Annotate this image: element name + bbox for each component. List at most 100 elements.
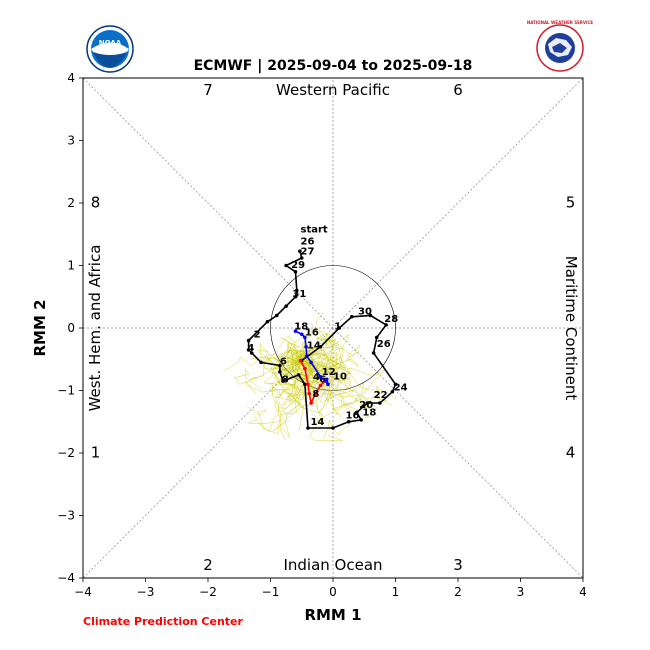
observed-point: [265, 319, 270, 324]
forecast-week2-label: 14: [307, 341, 321, 352]
observed-label: 2: [254, 329, 261, 340]
forecast-week2-point: [299, 332, 304, 337]
observed-point: [293, 294, 298, 299]
observed-label: 28: [384, 314, 398, 325]
observed-point: [281, 379, 285, 383]
observed-point: [349, 314, 354, 319]
ensemble-member-line: [278, 359, 317, 397]
observed-label: 24: [394, 383, 408, 394]
observed-point: [365, 401, 370, 405]
observed-point: [359, 418, 363, 422]
observed-point: [249, 351, 254, 355]
observed-point: [278, 369, 282, 374]
phase-label: 1: [91, 444, 101, 462]
observed-point: [278, 363, 282, 368]
observed-label: 26: [377, 339, 391, 350]
forecast-week2-label: 16: [305, 328, 319, 339]
y-tick-label: −3: [57, 509, 75, 523]
forecast-week1-point: [303, 366, 307, 371]
ensemble-member-line: [271, 361, 372, 413]
observed-point: [299, 256, 304, 260]
observed-label: 14: [311, 417, 325, 428]
observed-label: 8: [282, 374, 289, 385]
ensemble-member-line: [285, 356, 387, 407]
x-tick-label: 3: [517, 585, 525, 599]
ensemble-member-line: [297, 356, 361, 406]
forecast-week2-point: [303, 335, 307, 340]
forecast-week2-point: [318, 374, 323, 379]
observed-label: 18: [362, 408, 376, 419]
x-tick-label: −1: [262, 585, 280, 599]
phase-label: 8: [91, 194, 101, 212]
forecast-week2-point: [304, 354, 309, 358]
x-tick-label: 2: [454, 585, 462, 599]
observed-point: [259, 360, 263, 365]
forecast-week1-point: [307, 391, 312, 396]
x-tick-label: 1: [392, 585, 400, 599]
forecast-week1-point: [306, 382, 310, 387]
ensemble-member-line: [253, 348, 299, 378]
observed-point: [284, 304, 288, 308]
observed-point: [378, 401, 382, 405]
region-label-bottom: Indian Ocean: [283, 556, 382, 574]
observed-label: 4: [247, 343, 254, 354]
observed-point: [293, 269, 298, 274]
ensemble-member-line: [305, 357, 368, 402]
observed-point: [294, 288, 299, 293]
unit-circle: [270, 265, 396, 391]
observed-point: [284, 263, 288, 268]
y-tick-label: −2: [57, 446, 75, 460]
forecast-week1-label: 4: [313, 372, 320, 383]
observed-point: [296, 373, 301, 377]
region-label-left: West. Hem. and Africa: [86, 245, 104, 412]
ensemble-member-line: [287, 322, 334, 373]
y-tick-label: 4: [67, 71, 75, 85]
y-tick-label: 2: [67, 196, 75, 210]
region-label-right: Maritime Continent: [562, 256, 580, 401]
ensemble-member-line: [287, 329, 335, 370]
observed-point: [331, 426, 335, 430]
forecast-week1-point: [309, 401, 313, 405]
observed-line: [247, 250, 397, 429]
ensemble-member-line: [265, 312, 324, 374]
x-axis-label: RMM 1: [304, 606, 361, 624]
phase-label: 6: [453, 81, 463, 99]
ensemble-member-line: [304, 357, 348, 415]
observed-label: 20: [359, 400, 373, 411]
phase-label: 4: [566, 444, 576, 462]
y-axis-label: RMM 2: [31, 299, 49, 356]
observed-label: 6: [280, 356, 287, 367]
noaa-logo: NOAA: [86, 25, 134, 73]
observed-point: [303, 382, 307, 387]
observed-label: 26: [301, 236, 315, 247]
ensemble-member-line: [223, 356, 301, 372]
ensemble-member-line: [301, 351, 354, 395]
ensemble-member-line: [300, 333, 361, 367]
observed-label: 31: [292, 289, 306, 300]
ensemble-members: [223, 312, 397, 441]
observed-point: [384, 323, 388, 327]
x-tick-label: −3: [137, 585, 155, 599]
observed-point: [246, 348, 251, 352]
nws-logo-text: NATIONAL WEATHER SERVICE: [527, 20, 594, 25]
nws-logo: NATIONAL WEATHER SERVICE: [527, 20, 594, 72]
observed-point: [346, 419, 351, 424]
forecast-week1-point: [313, 391, 318, 396]
observed-point: [318, 344, 323, 349]
ensemble-member-line: [298, 359, 342, 390]
y-tick-label: 1: [67, 259, 75, 273]
region-label-top: Western Pacific: [276, 81, 390, 99]
observed-point: [368, 313, 373, 318]
phase-label: 5: [566, 194, 576, 212]
observed-label: 30: [358, 306, 372, 317]
ensemble-member-line: [272, 359, 342, 418]
observed-label: 16: [346, 411, 360, 422]
observed-point: [374, 335, 379, 340]
x-tick-label: −2: [199, 585, 217, 599]
forecast-week1-point: [298, 358, 303, 363]
ensemble-member-line: [286, 361, 354, 418]
observed-label: start: [301, 224, 328, 235]
forecast-week2-point: [309, 360, 313, 365]
